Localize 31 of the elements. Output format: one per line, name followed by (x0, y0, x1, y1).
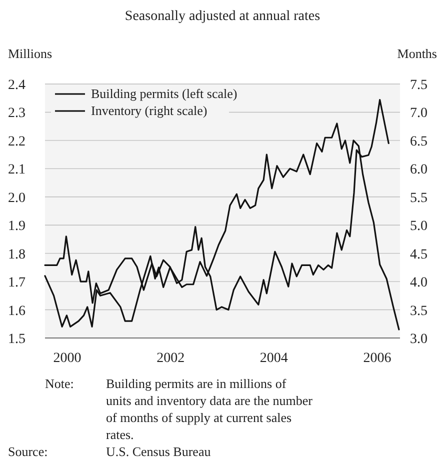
legend-label: Inventory (right scale) (91, 103, 208, 118)
y2-tick-label: 6.0 (410, 162, 428, 178)
y-tick-label: 2.2 (8, 134, 26, 150)
y-tick-label: 1.5 (8, 332, 26, 347)
y2-tick-label: 3.5 (410, 304, 428, 319)
text: Source: U.S. Census Bureau (8, 444, 211, 459)
x-tick-label: 2002 (156, 351, 185, 366)
y2-tick-label: 5.0 (410, 219, 428, 234)
y-tick-label: 1.7 (8, 276, 26, 291)
x-tick-label: 2004 (260, 351, 288, 366)
y-tick-label: 2.0 (8, 190, 26, 206)
y-tick-label: 2.1 (8, 162, 26, 178)
y2-tick-label: 4.5 (410, 247, 428, 262)
y2-tick-label: 4.0 (410, 276, 428, 291)
y2-tick-label: 7.0 (410, 106, 428, 122)
y2-axis-title: Months (397, 46, 437, 61)
y2-tick-label: 5.5 (410, 190, 428, 206)
x-tick-label: 2000 (53, 351, 82, 366)
y-axis-title: Millions (8, 46, 52, 61)
legend-label: Building permits (left scale) (91, 86, 238, 101)
y-tick-label: 1.8 (8, 247, 26, 262)
text: Note: Building permits are in millions of units and inventory data are the number of months of supply at current sales rates. (45, 376, 312, 442)
x-tick-label: 2006 (363, 351, 392, 366)
y2-tick-label: 3.0 (410, 332, 428, 347)
y-tick-label: 1.9 (8, 219, 26, 234)
y2-tick-label: 6.5 (410, 134, 428, 150)
y-tick-label: 2.3 (8, 106, 26, 122)
y-tick-label: 1.6 (8, 304, 26, 319)
y-tick-label: 2.4 (8, 78, 26, 93)
chart-title: Seasonally adjusted at annual rates (124, 9, 320, 24)
y2-tick-label: 7.5 (410, 78, 428, 93)
